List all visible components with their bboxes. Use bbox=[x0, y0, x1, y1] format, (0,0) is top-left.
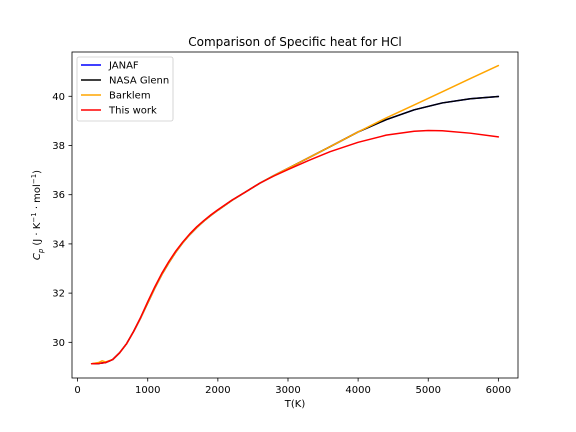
y-axis-label-subscript: p bbox=[37, 248, 45, 254]
series-layer bbox=[90, 64, 500, 365]
chart-title: Comparison of Specific heat for HCl bbox=[188, 35, 401, 49]
legend-label-nasa-glenn: NASA Glenn bbox=[109, 76, 169, 87]
legend-entries: JANAF NASA Glenn Barklem This work bbox=[81, 61, 169, 117]
x-axis-label: T(K) bbox=[284, 399, 306, 410]
y-axis-label-exp-1: −1 bbox=[30, 212, 38, 222]
y-axis: 30 32 34 36 38 40 bbox=[52, 92, 72, 349]
y-axis-label-units-open: (J · K bbox=[32, 222, 43, 245]
y-tick-label: 32 bbox=[52, 289, 65, 300]
x-tick-label: 5000 bbox=[416, 385, 441, 396]
legend: JANAF NASA Glenn Barklem This work bbox=[76, 56, 174, 122]
x-tick-label: 4000 bbox=[345, 385, 370, 396]
y-axis-label: Cp(J · K−1 · mol−1) bbox=[30, 170, 45, 260]
y-tick-label: 38 bbox=[52, 141, 65, 152]
y-tick-label: 30 bbox=[52, 338, 65, 349]
series-line-this-work bbox=[90, 129, 500, 365]
x-tick-label: 1000 bbox=[135, 385, 160, 396]
plot-frame bbox=[71, 51, 519, 379]
y-axis-label-units-close: ) bbox=[32, 170, 43, 174]
legend-label-janaf: JANAF bbox=[108, 61, 139, 72]
y-axis-label-units-mid: · mol bbox=[32, 184, 43, 212]
x-tick-label: 2000 bbox=[205, 385, 230, 396]
x-tick-label: 6000 bbox=[486, 385, 511, 396]
y-axis-label-exp-2: −1 bbox=[30, 174, 38, 184]
y-axis-label-symbol: C bbox=[32, 253, 43, 260]
legend-label-barklem: Barklem bbox=[109, 91, 151, 102]
y-tick-label: 34 bbox=[52, 239, 65, 250]
x-tick-label: 0 bbox=[74, 385, 80, 396]
y-tick-label: 40 bbox=[52, 92, 65, 103]
legend-box bbox=[76, 56, 174, 122]
y-tick-label: 36 bbox=[52, 190, 65, 201]
legend-label-this-work: This work bbox=[108, 106, 157, 117]
x-tick-label: 3000 bbox=[275, 385, 300, 396]
x-axis: 0 1000 2000 3000 4000 5000 6000 bbox=[74, 378, 511, 396]
